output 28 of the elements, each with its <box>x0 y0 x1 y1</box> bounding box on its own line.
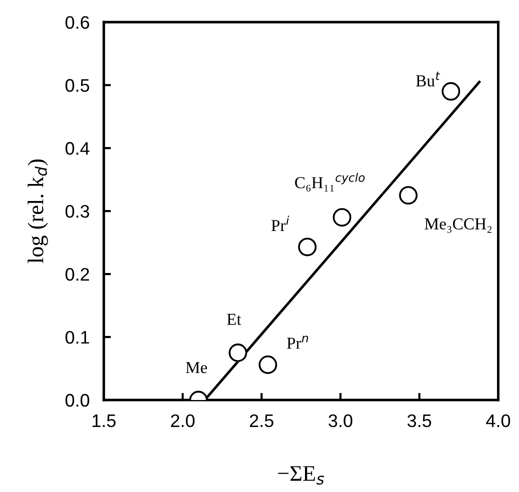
y-tick-label: 0.2 <box>66 268 90 281</box>
point <box>332 208 352 227</box>
annotation: Et <box>226 314 242 325</box>
point <box>298 238 317 256</box>
y-tick-label: 0.0 <box>66 394 90 407</box>
y-tick-label: 0.4 <box>66 142 90 155</box>
annotation: C₆H₁₁$^{cyclo}$ <box>295 172 365 192</box>
y-tick-label: 0.3 <box>66 205 90 218</box>
point <box>228 344 248 362</box>
point <box>258 355 278 374</box>
y-tick-label: 0.1 <box>66 330 90 344</box>
point <box>399 186 418 205</box>
x-tick-label: 3.5 <box>407 414 432 428</box>
annotation: Pr$^{n}$ <box>286 336 308 349</box>
x-axis-title: −ΣE$_{s}$ <box>278 466 324 485</box>
annotation: Me <box>186 362 207 374</box>
annotation: Me₃CCH₂ <box>424 218 492 233</box>
x-tick-label: 4.0 <box>486 414 510 428</box>
annotation: Pr$^{i}$ <box>271 216 290 231</box>
y-tick-label: 0.5 <box>66 79 90 92</box>
y-axis-title: log (rel. k$_{d}$) <box>28 159 48 264</box>
x-tick-label: 2.5 <box>250 414 274 428</box>
x-tick-label: 3.0 <box>328 414 352 428</box>
point <box>442 82 460 101</box>
y-tick-label: 0.6 <box>66 16 90 29</box>
x-tick-label: 1.5 <box>92 414 116 428</box>
x-tick-label: 2.0 <box>171 414 195 428</box>
annotation: Bu$^{t}$ <box>416 72 440 86</box>
